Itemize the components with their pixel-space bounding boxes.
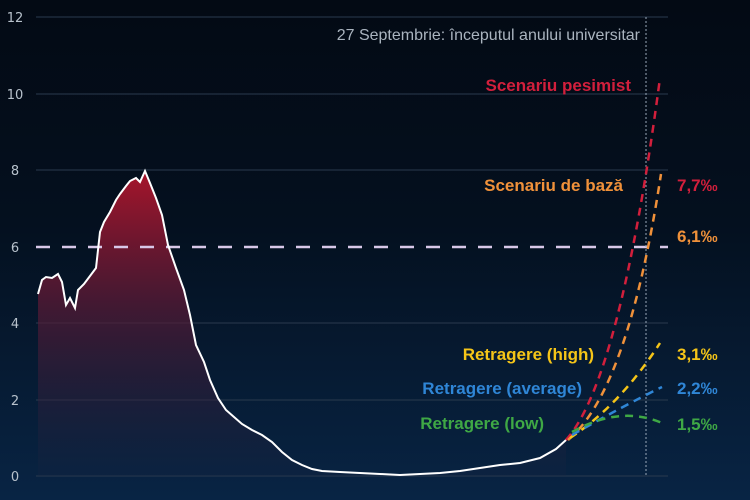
historical-area (38, 171, 566, 476)
y-tick-2: 2 (11, 394, 19, 409)
y-axis: 12 10 8 6 4 2 0 (7, 11, 24, 485)
y-tick-10: 10 (7, 88, 24, 103)
y-tick-0: 0 (11, 470, 19, 485)
label-average: Retragere (average) (422, 379, 582, 398)
label-baza: Scenariu de bază (484, 176, 623, 195)
proj-high (569, 342, 662, 440)
y-tick-4: 4 (11, 317, 19, 332)
y-tick-6: 6 (11, 241, 19, 256)
y-tick-12: 12 (7, 11, 24, 26)
value-high: 3,1‰ (677, 345, 718, 364)
annotation-text: 27 Septembrie: începutul anului universi… (337, 27, 641, 44)
proj-baza (567, 173, 663, 441)
label-high: Retragere (high) (463, 345, 594, 364)
label-low: Retragere (low) (420, 414, 544, 433)
projections (565, 77, 663, 441)
value-low: 1,5‰ (677, 415, 718, 434)
y-tick-8: 8 (11, 164, 19, 179)
proj-pesimist (565, 77, 662, 441)
value-baza: 6,1‰ (677, 227, 718, 246)
value-pesimist: 7,7‰ (677, 176, 718, 195)
proj-low (571, 414, 663, 434)
historical-line (37, 168, 567, 477)
label-pesimist: Scenariu pesimist (485, 76, 631, 95)
value-average: 2,2‰ (677, 379, 718, 398)
